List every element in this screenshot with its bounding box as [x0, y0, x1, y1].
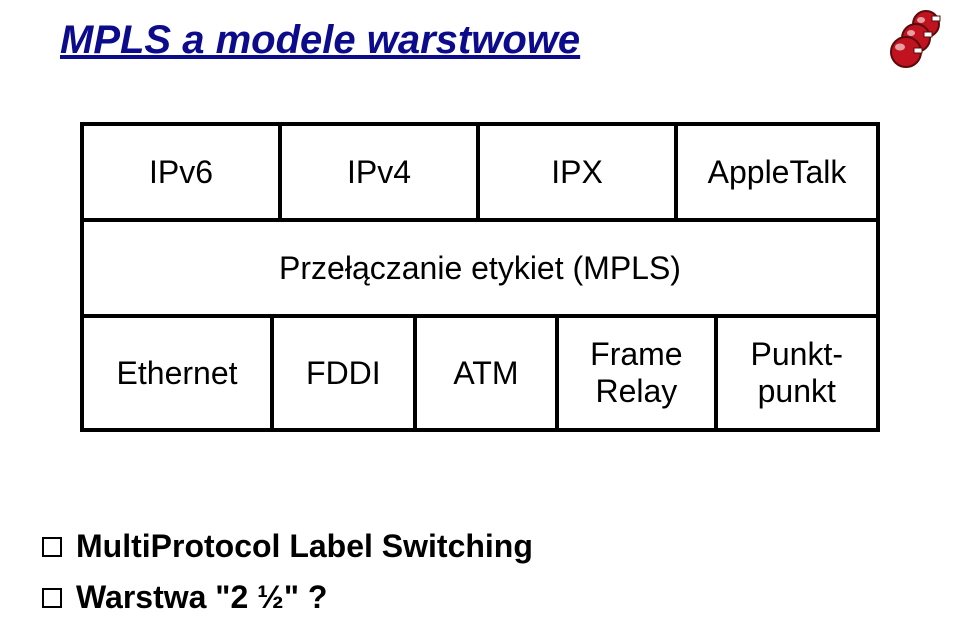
- bullets: MultiProtocol Label Switching Warstwa "2…: [42, 528, 533, 630]
- bullet-marker-icon: [42, 588, 62, 608]
- page-title: MPLS a modele warstwowe: [60, 18, 580, 63]
- cell-ipv4: IPv4: [282, 126, 480, 218]
- bullet-text: MultiProtocol Label Switching: [76, 528, 533, 565]
- cell-ipv6: IPv6: [84, 126, 282, 218]
- layer-diagram: IPv6 IPv4 IPX AppleTalk Przełączanie ety…: [80, 122, 880, 432]
- diagram-row-mid: Przełączanie etykiet (MPLS): [84, 222, 876, 318]
- decor-bells-icon: [886, 8, 946, 73]
- cell-frame-relay: Frame Relay: [559, 318, 717, 428]
- bullet-marker-icon: [42, 537, 62, 557]
- cell-fddi: FDDI: [274, 318, 417, 428]
- bullet-item: Warstwa "2 ½" ?: [42, 579, 533, 616]
- diagram-row-bot: Ethernet FDDI ATM Frame Relay Punkt- pun…: [84, 318, 876, 428]
- cell-appletalk: AppleTalk: [678, 126, 876, 218]
- cell-ethernet: Ethernet: [84, 318, 274, 428]
- bullet-item: MultiProtocol Label Switching: [42, 528, 533, 565]
- cell-punkt-punkt: Punkt- punkt: [718, 318, 876, 428]
- diagram-row-top: IPv6 IPv4 IPX AppleTalk: [84, 126, 876, 222]
- cell-mpls: Przełączanie etykiet (MPLS): [84, 222, 876, 314]
- cell-atm: ATM: [417, 318, 560, 428]
- cell-ipx: IPX: [480, 126, 678, 218]
- bullet-text: Warstwa "2 ½" ?: [76, 579, 327, 616]
- page: MPLS a modele warstwowe IPv6 IPv4 IPX Ap…: [0, 0, 960, 638]
